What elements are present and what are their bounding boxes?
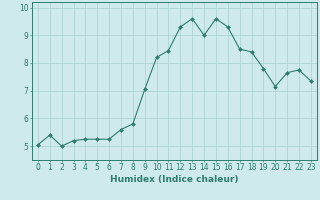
X-axis label: Humidex (Indice chaleur): Humidex (Indice chaleur) — [110, 175, 239, 184]
